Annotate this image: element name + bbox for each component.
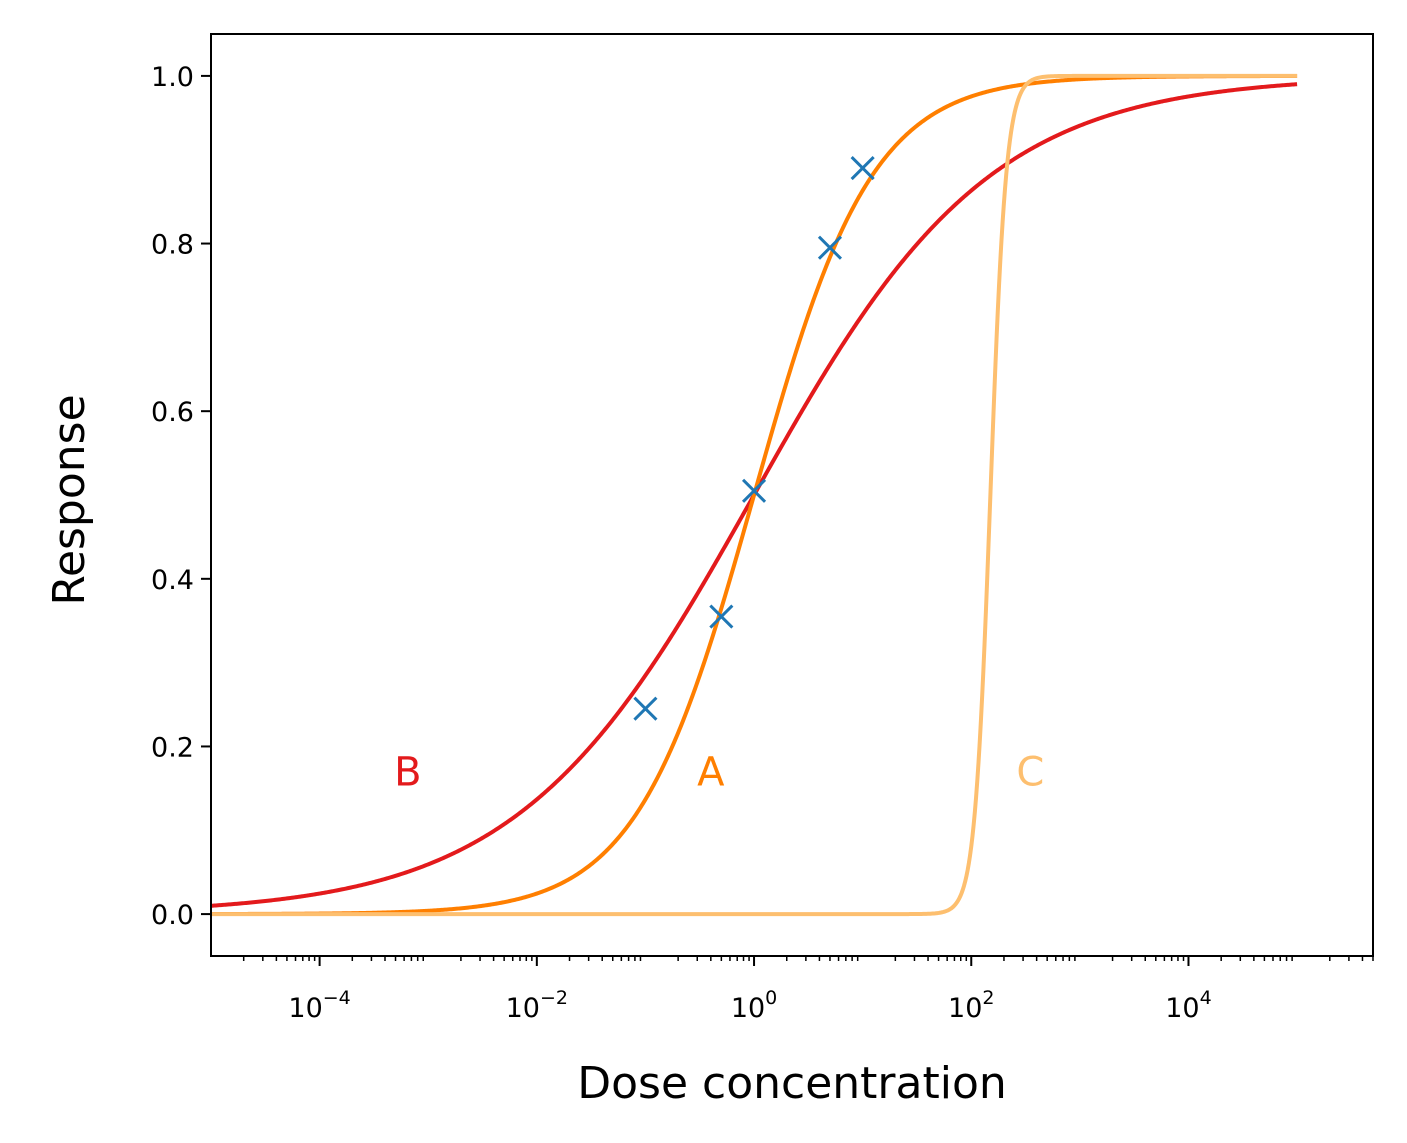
y-tick-label: 1.0 bbox=[151, 62, 194, 93]
data-point bbox=[633, 696, 658, 721]
y-tick-label: 0.4 bbox=[151, 565, 194, 596]
curve-label-b: B bbox=[394, 750, 421, 796]
x-tick-label: 10−2 bbox=[506, 987, 568, 1024]
curve-c bbox=[210, 73, 1298, 917]
y-tick-label: 0.6 bbox=[151, 397, 194, 428]
x-axis-title: Dose concentration bbox=[577, 1058, 1007, 1109]
data-point bbox=[741, 478, 767, 503]
curve-label-a: A bbox=[697, 750, 725, 796]
plot-background bbox=[211, 34, 1373, 956]
data-points bbox=[633, 156, 875, 721]
x-tick-label: 104 bbox=[1165, 987, 1211, 1024]
y-tick-label: 0.8 bbox=[151, 230, 194, 261]
y-tick-label: 0.0 bbox=[151, 900, 194, 931]
curve-label-c: C bbox=[1016, 750, 1044, 796]
curves bbox=[210, 73, 1298, 917]
plot-frame bbox=[210, 33, 1374, 957]
y-tick-label: 0.2 bbox=[151, 732, 194, 763]
x-tick-label: 10−4 bbox=[288, 987, 350, 1024]
x-tick-label: 100 bbox=[731, 987, 777, 1024]
x-axis-ticks: 10−4 10−2 100 102 104 bbox=[242, 956, 1374, 1024]
y-axis-title: Response bbox=[44, 394, 95, 605]
x-tick-label: 102 bbox=[948, 987, 994, 1024]
data-point bbox=[817, 235, 843, 260]
data-point bbox=[850, 156, 875, 181]
y-axis-ticks: 0.0 0.2 0.4 0.6 0.8 1.0 bbox=[151, 62, 211, 931]
data-point bbox=[709, 604, 734, 629]
